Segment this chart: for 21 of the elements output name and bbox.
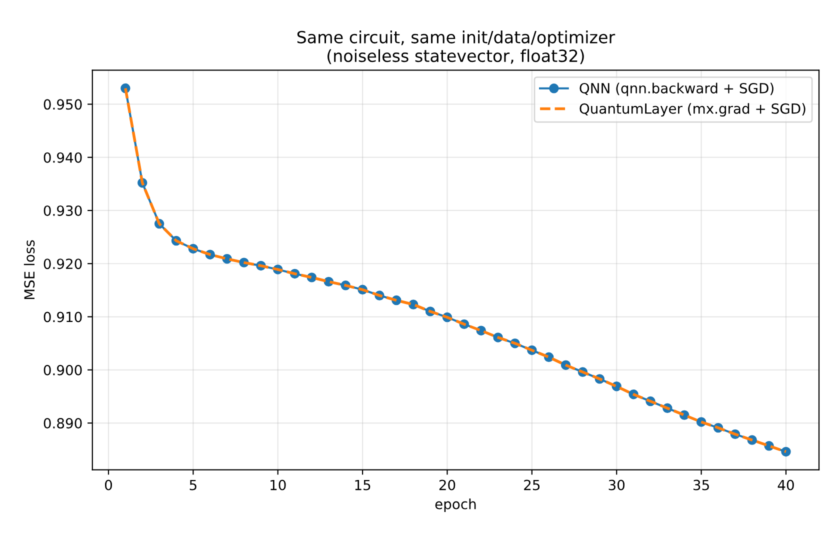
y-tick-label: 0.930 [44, 205, 82, 216]
x-tick-label: 20 [439, 480, 456, 490]
x-tick-label: 30 [608, 480, 625, 490]
legend-label: QuantumLayer (mx.grad + SGD) [580, 103, 806, 117]
x-tick-label: 10 [270, 480, 286, 490]
x-tick-label: 0 [104, 480, 112, 490]
x-tick-label: 40 [778, 480, 794, 490]
y-axis-title: MSE loss [24, 240, 35, 300]
y-tick-label: 0.900 [44, 364, 82, 376]
y-tick-label: 0.910 [44, 312, 82, 322]
x-axis-title: epoch [435, 498, 476, 512]
chart-title: Same circuit, same init/data/optimizer (noiseless statevector, float32) [297, 30, 616, 64]
y-tick-label: 0.950 [44, 99, 82, 110]
x-tick-label: 5 [190, 480, 196, 490]
y-tick-label: 0.920 [44, 258, 82, 270]
y-tick-label: 0.890 [44, 418, 82, 429]
x-tick-label: 35 [694, 480, 709, 490]
legend-label: QNN (qnn.backward + SGD) [580, 82, 774, 96]
x-tick-label: 25 [524, 480, 540, 490]
x-tick-label: 15 [355, 480, 370, 490]
y-tick-label: 0.940 [44, 152, 82, 163]
